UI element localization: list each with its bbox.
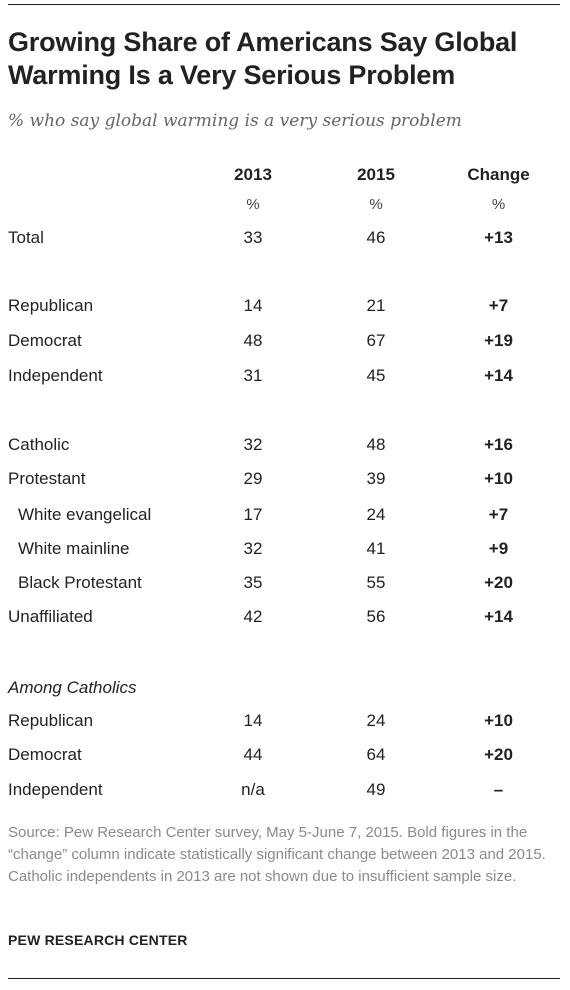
value-2013: 31 (243, 366, 263, 385)
top-rule (8, 4, 560, 5)
table-row: Republican 14 24 +10 (0, 708, 570, 734)
value-2015: 48 (366, 435, 386, 454)
value-change: – (493, 780, 504, 799)
value-2013: 14 (243, 711, 263, 730)
value-change: +16 (484, 435, 513, 454)
value-2013: n/a (241, 780, 265, 799)
column-header-2013: 2013 (234, 165, 272, 184)
value-2013: 35 (243, 573, 263, 592)
table-row: Independent 31 45 +14 (0, 363, 570, 389)
value-2013: 42 (243, 607, 263, 626)
row-label: Independent (8, 366, 103, 385)
section-label-among-catholics: Among Catholics (8, 678, 137, 697)
value-2015: 56 (366, 607, 386, 626)
value-2013: 44 (243, 745, 263, 764)
row-label: Protestant (8, 469, 86, 488)
value-change: +20 (484, 745, 513, 764)
chart-subtitle: % who say global warming is a very serio… (8, 111, 462, 131)
table-row: Protestant 29 39 +10 (0, 466, 570, 492)
value-2015: 49 (366, 780, 386, 799)
row-label: Unaffiliated (8, 607, 93, 626)
unit-2015: % (369, 196, 383, 213)
row-label: Democrat (8, 331, 82, 350)
value-change: +9 (488, 539, 509, 558)
column-header-2015: 2015 (357, 165, 395, 184)
table-row: White mainline 32 41 +9 (0, 536, 570, 562)
value-2015: 55 (366, 573, 386, 592)
row-label: White mainline (18, 539, 130, 558)
table-row: Independent n/a 49 – (0, 777, 570, 803)
column-header-change: Change (467, 165, 530, 184)
value-2015: 64 (366, 745, 386, 764)
value-change: +20 (484, 573, 513, 592)
value-2015: 24 (366, 505, 386, 524)
value-2013: 32 (243, 539, 263, 558)
value-change: +10 (484, 711, 513, 730)
value-2015: 45 (366, 366, 386, 385)
table-row: Black Protestant 35 55 +20 (0, 570, 570, 596)
value-change: +19 (484, 331, 513, 350)
row-label: Democrat (8, 745, 82, 764)
chart-title: Growing Share of Americans Say Global Wa… (8, 27, 518, 90)
table-row: Republican 14 21 +7 (0, 293, 570, 319)
table-row: Catholic 32 48 +16 (0, 432, 570, 458)
source-note: Source: Pew Research Center survey, May … (8, 824, 546, 885)
value-2015: 46 (366, 228, 386, 247)
value-change: +7 (488, 505, 509, 524)
table-row: Democrat 48 67 +19 (0, 328, 570, 354)
value-2015: 21 (366, 296, 386, 315)
table-row: Total 33 46 +13 (0, 225, 570, 251)
value-change: +13 (484, 228, 513, 247)
value-2013: 48 (243, 331, 263, 350)
value-change: +14 (484, 607, 513, 626)
row-label: Catholic (8, 435, 70, 454)
row-label: Independent (8, 780, 103, 799)
value-change: +10 (484, 469, 513, 488)
table-row: Democrat 44 64 +20 (0, 742, 570, 768)
value-2013: 17 (243, 505, 263, 524)
value-2015: 24 (366, 711, 386, 730)
value-change: +7 (488, 296, 509, 315)
value-2013: 14 (243, 296, 263, 315)
row-label: Republican (8, 711, 94, 730)
value-2015: 39 (366, 469, 386, 488)
row-label: Total (8, 228, 44, 247)
credit-line: PEW RESEARCH CENTER (8, 932, 188, 948)
row-label: White evangelical (18, 505, 152, 524)
value-2015: 67 (366, 331, 386, 350)
value-2013: 33 (243, 228, 263, 247)
value-2013: 32 (243, 435, 263, 454)
value-change: +14 (484, 366, 513, 385)
column-header-row: 2013 2015 Change (0, 162, 570, 188)
row-label: Black Protestant (18, 573, 142, 592)
unit-row: % % % (0, 192, 570, 218)
bottom-rule (8, 978, 560, 979)
unit-change: % (491, 196, 506, 213)
table-row: White evangelical 17 24 +7 (0, 502, 570, 528)
row-label: Republican (8, 296, 94, 315)
value-2013: 29 (243, 469, 263, 488)
unit-2013: % (246, 196, 260, 213)
value-2015: 41 (366, 539, 386, 558)
table-row: Unaffiliated 42 56 +14 (0, 604, 570, 630)
